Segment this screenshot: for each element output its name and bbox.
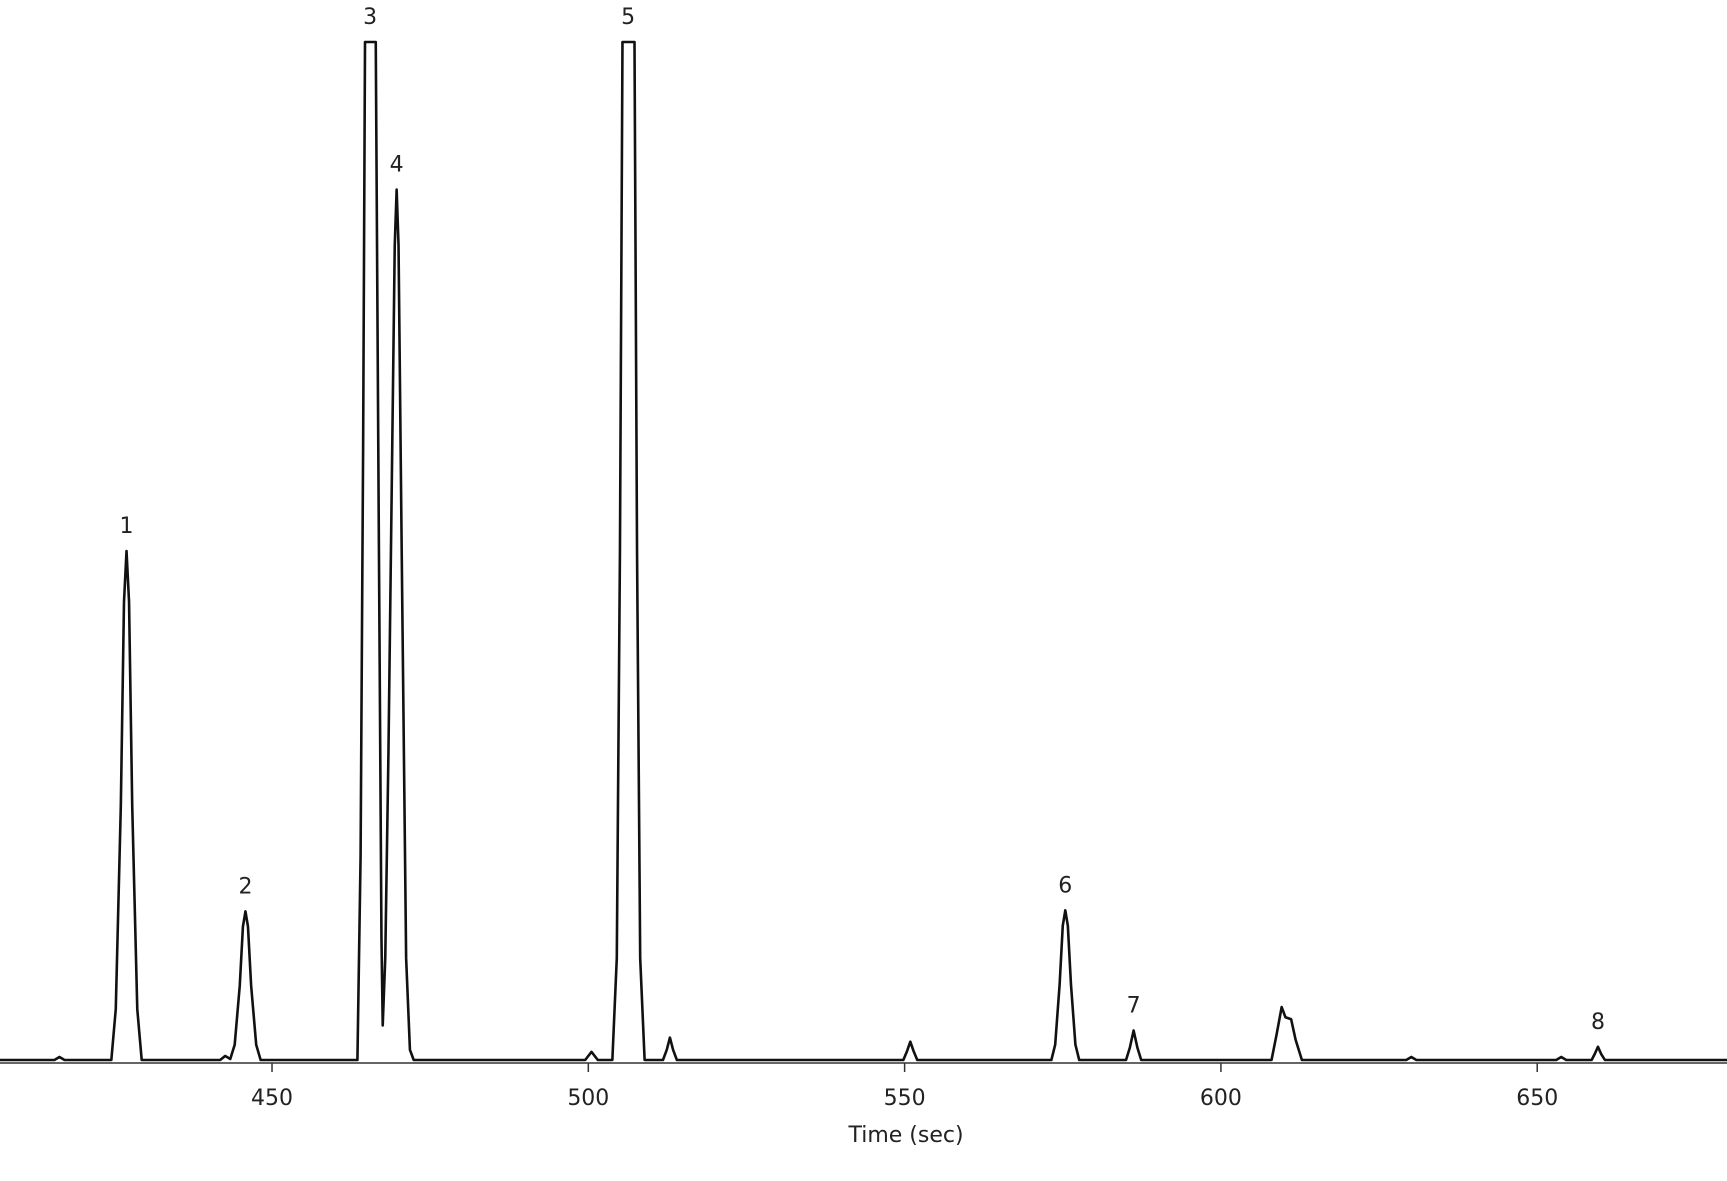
peak-label: 5: [621, 5, 635, 30]
trace: [0, 40, 1727, 1062]
peak-label: 4: [390, 153, 404, 178]
peak-label: 6: [1058, 873, 1072, 898]
x-tick-label: 550: [884, 1086, 926, 1111]
peak-label: 3: [363, 5, 377, 30]
x-tick-label: 600: [1200, 1086, 1242, 1111]
x-tick-label: 650: [1516, 1086, 1558, 1111]
peak-label: 1: [120, 514, 134, 539]
peak-label: 7: [1127, 993, 1141, 1018]
x-tick-label: 500: [567, 1086, 609, 1111]
x-axis-title: Time (sec): [847, 1123, 963, 1148]
peak-label: 8: [1591, 1010, 1605, 1035]
peak-label: 2: [238, 874, 252, 899]
x-tick-label: 450: [251, 1086, 293, 1111]
